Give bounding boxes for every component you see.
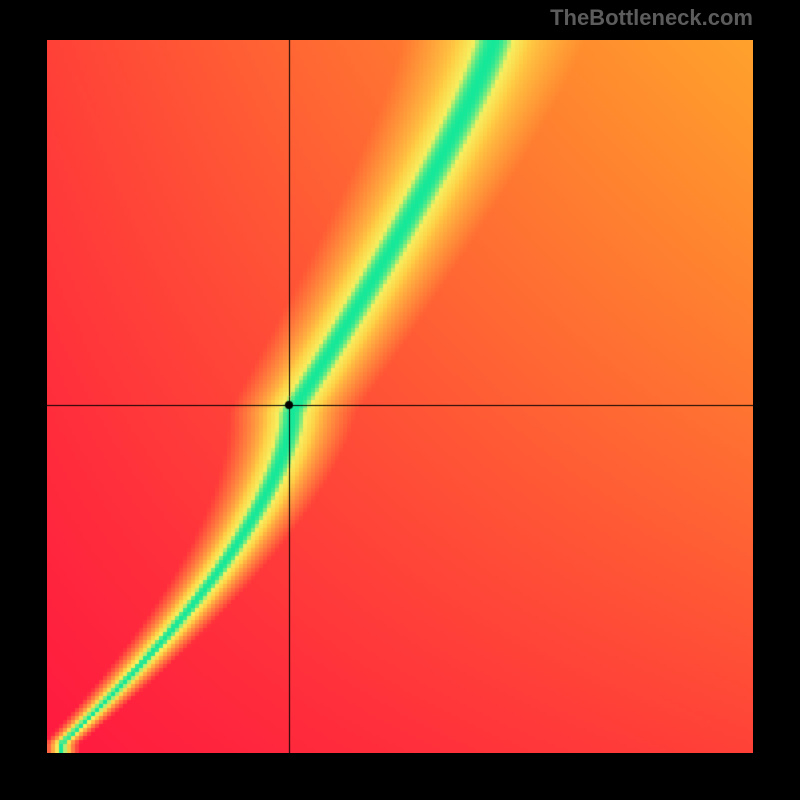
watermark-text: TheBottleneck.com xyxy=(550,5,753,31)
chart-container: TheBottleneck.com xyxy=(0,0,800,800)
heatmap-canvas xyxy=(47,40,753,753)
